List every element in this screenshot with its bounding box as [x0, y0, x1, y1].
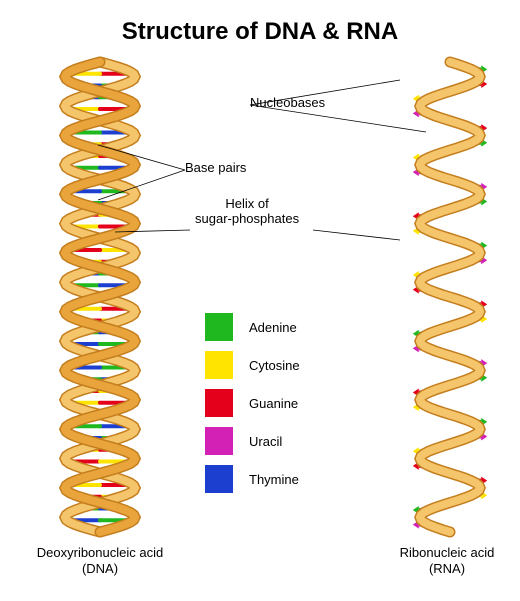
- legend-row-adenine: Adenine: [205, 308, 300, 346]
- legend: Adenine Cytosine Guanine Uracil Thymine: [205, 308, 300, 498]
- caption-rna-l2: (RNA): [429, 561, 465, 576]
- caption-dna-l2: (DNA): [82, 561, 118, 576]
- label-helix: Helix of sugar-phosphates: [195, 197, 299, 227]
- legend-label-guanine: Guanine: [249, 396, 298, 411]
- rna-helix: [390, 32, 510, 562]
- dna-helix: [45, 42, 155, 552]
- legend-swatch-thymine: [205, 465, 233, 493]
- legend-row-cytosine: Cytosine: [205, 346, 300, 384]
- legend-row-thymine: Thymine: [205, 460, 300, 498]
- label-basepairs: Base pairs: [185, 160, 246, 175]
- label-helix-l2: sugar-phosphates: [195, 211, 299, 226]
- legend-row-guanine: Guanine: [205, 384, 300, 422]
- label-nucleobases: Nucleobases: [250, 95, 325, 110]
- legend-label-uracil: Uracil: [249, 434, 282, 449]
- legend-swatch-guanine: [205, 389, 233, 417]
- legend-swatch-cytosine: [205, 351, 233, 379]
- legend-label-thymine: Thymine: [249, 472, 299, 487]
- legend-label-adenine: Adenine: [249, 320, 297, 335]
- legend-swatch-uracil: [205, 427, 233, 455]
- legend-swatch-adenine: [205, 313, 233, 341]
- legend-row-uracil: Uracil: [205, 422, 300, 460]
- label-helix-l1: Helix of: [225, 196, 268, 211]
- legend-label-cytosine: Cytosine: [249, 358, 300, 373]
